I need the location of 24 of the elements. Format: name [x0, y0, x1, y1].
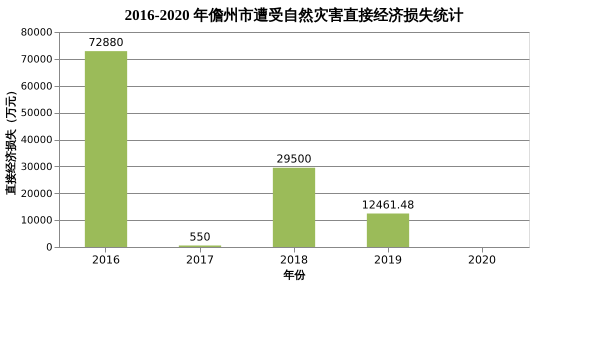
x-tick-label: 2017: [186, 254, 214, 266]
y-tick-label: 50000: [20, 108, 52, 120]
chart-title: 2016-2020 年儋州市遭受自然灾害直接经济损失统计: [124, 6, 464, 24]
x-tick-label: 2016: [92, 254, 120, 266]
x-tick-label: 2020: [468, 254, 496, 266]
y-tick-label: 20000: [20, 188, 52, 200]
bar: [366, 214, 410, 247]
bar: [84, 51, 128, 247]
data-label: 29500: [276, 152, 312, 166]
y-tick-label: 30000: [20, 162, 52, 173]
y-tick-label: 10000: [20, 216, 52, 227]
y-axis-title: 直接经济损失（万元）: [4, 85, 18, 196]
y-tick-label: 0: [46, 242, 52, 254]
y-tick-label: 70000: [20, 54, 52, 66]
x-tick-label: 2018: [280, 254, 308, 266]
y-tick-label: 40000: [20, 135, 52, 146]
x-axis-title: 年份: [282, 268, 306, 282]
y-tick-label: 60000: [20, 81, 52, 92]
data-label: 12461.48: [362, 198, 414, 212]
data-label: 72880: [88, 36, 124, 50]
data-label: 550: [190, 230, 210, 244]
y-tick-label: 80000: [20, 28, 52, 38]
bar: [272, 168, 316, 247]
x-tick-label: 2019: [374, 254, 402, 266]
